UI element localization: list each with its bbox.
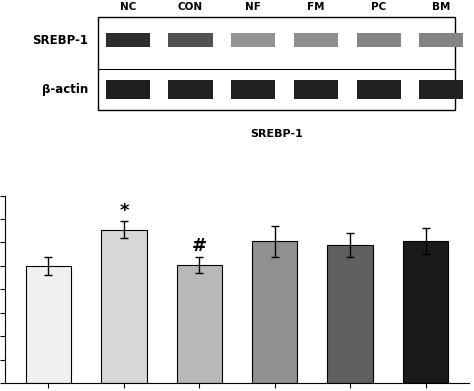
Bar: [98, 17, 456, 110]
Bar: [231, 33, 275, 47]
Bar: [294, 33, 338, 47]
Bar: [168, 81, 213, 99]
Bar: [294, 81, 338, 99]
Bar: [356, 81, 401, 99]
Text: CON: CON: [178, 2, 203, 12]
Bar: [403, 241, 448, 383]
Bar: [231, 81, 275, 99]
Text: BM: BM: [432, 2, 451, 12]
Bar: [419, 33, 464, 47]
Text: *: *: [119, 202, 128, 220]
Bar: [177, 265, 222, 383]
Text: NC: NC: [119, 2, 136, 12]
Text: SREBP-1: SREBP-1: [32, 34, 88, 47]
Bar: [106, 33, 150, 47]
Text: FM: FM: [307, 2, 325, 12]
Text: SREBP-1: SREBP-1: [250, 129, 303, 139]
Bar: [356, 33, 401, 47]
Bar: [419, 81, 464, 99]
Bar: [106, 81, 150, 99]
Bar: [252, 241, 297, 383]
Text: #: #: [191, 237, 207, 255]
Text: β-actin: β-actin: [42, 83, 88, 96]
Text: NF: NF: [246, 2, 261, 12]
Bar: [26, 266, 71, 383]
Text: PC: PC: [371, 2, 386, 12]
Bar: [101, 230, 146, 383]
Bar: [168, 33, 213, 47]
Bar: [328, 245, 373, 383]
